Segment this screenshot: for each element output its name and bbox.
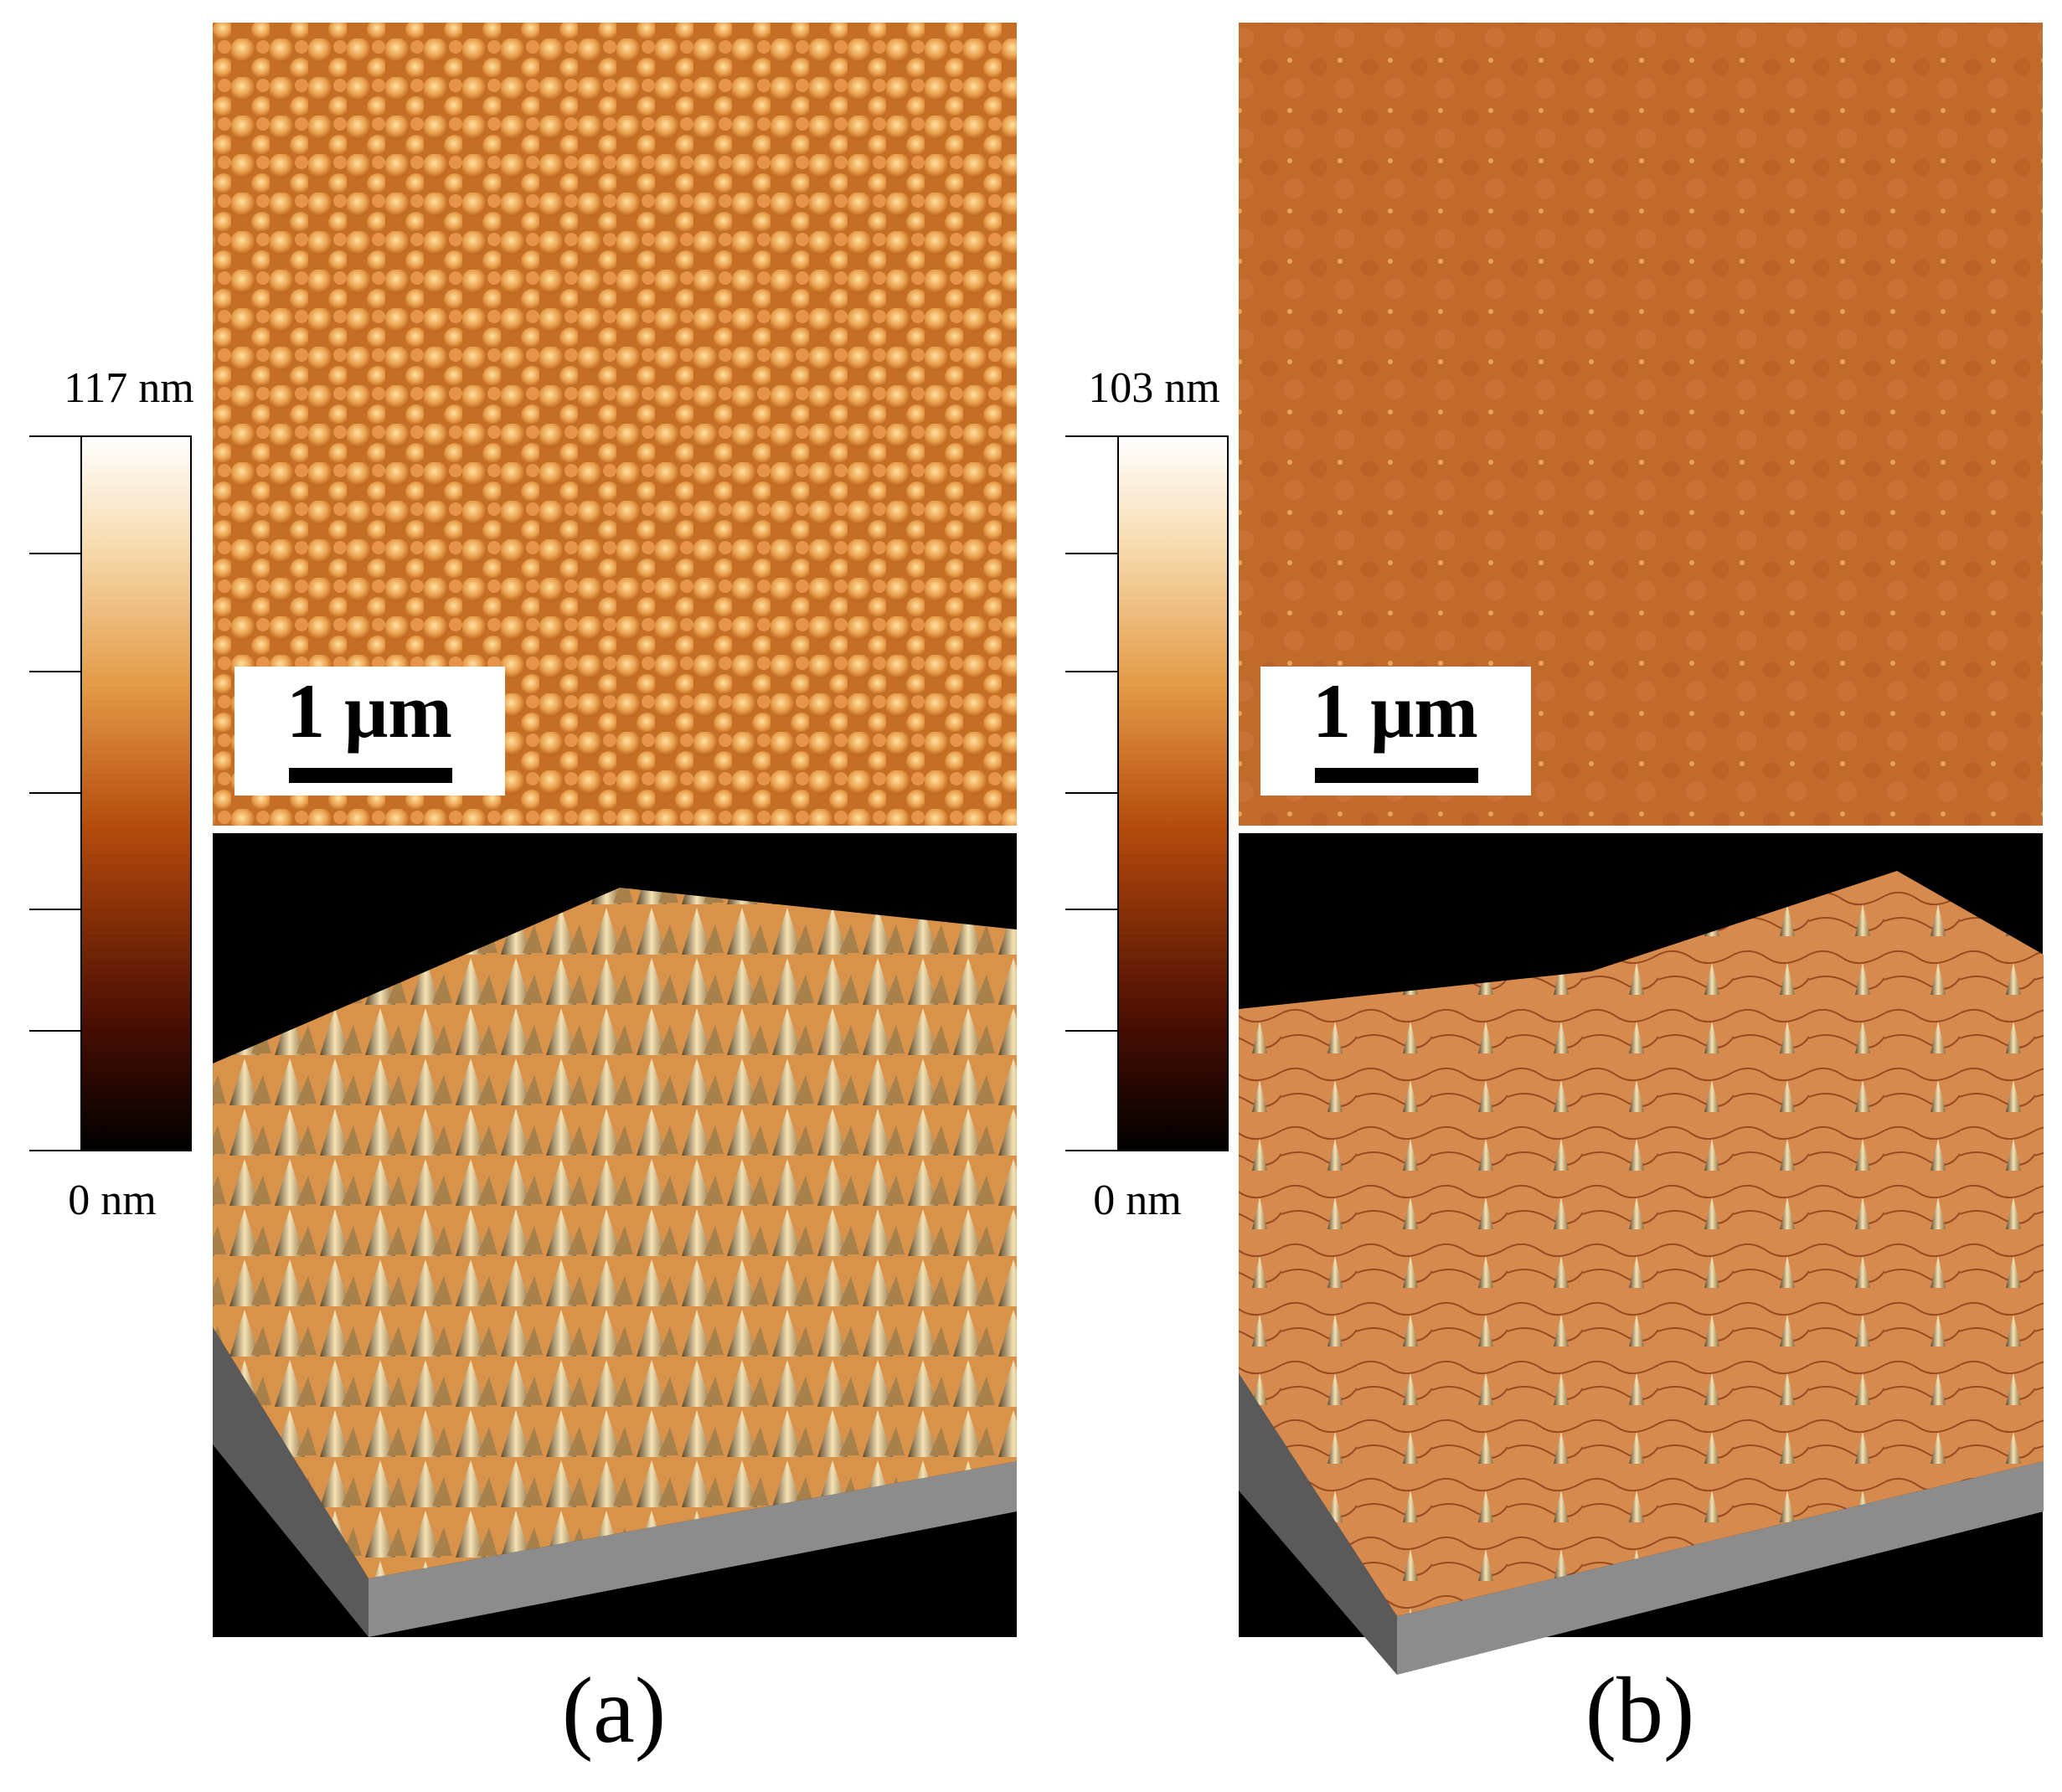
scale-bar-label: 1 μm: [286, 668, 452, 754]
afm-3d-side: [213, 1327, 369, 1637]
colorbar-max-label: 117 nm: [64, 364, 194, 412]
colorbar-min-label: 0 nm: [68, 1177, 156, 1224]
afm-3d-surface: [213, 888, 1017, 1578]
colorbar-min-label: 0 nm: [1093, 1177, 1181, 1224]
afm-3d-surface: [1239, 871, 2044, 1616]
panel-caption: (b): [1585, 1659, 1695, 1763]
colorbar: [1117, 435, 1229, 1151]
scale-bar: [1315, 768, 1478, 783]
colorbar-max-label: 103 nm: [1088, 364, 1219, 412]
afm-3d-base: [1397, 1461, 2044, 1675]
panel: 117 nm 0 nm 1 μm (a): [29, 23, 1017, 1763]
panel: 103 nm 0 nm 1 μm (b): [1065, 23, 2044, 1763]
scale-bar: [289, 768, 452, 783]
colorbar: [80, 435, 192, 1151]
scale-bar-label: 1 μm: [1312, 668, 1478, 754]
panel-caption: (a): [562, 1659, 666, 1763]
afm-3d-base: [369, 1461, 1017, 1637]
afm-3d-side: [1239, 1373, 1397, 1675]
